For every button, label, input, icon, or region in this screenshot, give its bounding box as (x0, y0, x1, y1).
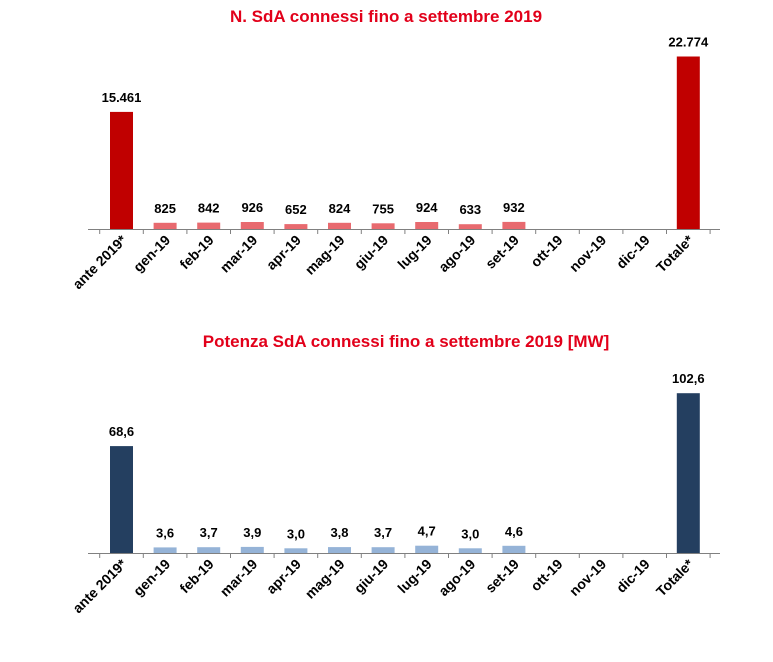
data-label: 842 (198, 201, 220, 216)
chart-connected-power: Potenza SdA connessi fino a settembre 20… (69, 332, 720, 616)
bar-gen-19 (153, 222, 177, 229)
bar-feb-19 (197, 222, 221, 229)
x-tick-label: ante 2019* (69, 231, 130, 292)
data-label: 825 (154, 201, 176, 216)
bar-feb-19 (197, 547, 221, 553)
data-label: 633 (459, 202, 481, 217)
x-tick-label: ott-19 (527, 232, 565, 270)
data-label: 3,8 (330, 525, 348, 540)
data-label: 3,9 (243, 525, 261, 540)
bar-lug-19 (415, 545, 439, 553)
x-tick-label: apr-19 (263, 232, 304, 273)
x-tick-label: dic-19 (613, 232, 653, 272)
data-label: 926 (241, 200, 263, 215)
data-label: 3,7 (200, 525, 218, 540)
bar-mag-19 (328, 222, 351, 229)
data-label: 3,0 (461, 526, 479, 541)
x-tick-label: mag-19 (302, 556, 348, 602)
x-tick-label: dic-19 (613, 556, 653, 596)
bar-mar-19 (240, 546, 264, 553)
data-label: 22.774 (668, 35, 709, 50)
x-tick-label: nov-19 (566, 232, 609, 275)
x-tick-label: mar-19 (217, 556, 261, 600)
chart-title: Potenza SdA connessi fino a settembre 20… (203, 332, 610, 351)
x-tick-label: apr-19 (263, 556, 304, 597)
data-label: 3,0 (287, 526, 305, 541)
bar-giu-19 (371, 547, 395, 553)
bar-ante-2019- (110, 446, 133, 553)
data-label: 652 (285, 202, 307, 217)
data-label: 3,6 (156, 525, 174, 540)
data-label: 4,6 (505, 524, 523, 539)
data-label: 755 (372, 201, 394, 216)
bar-apr-19 (284, 548, 308, 553)
x-tick-label: ante 2019* (69, 555, 130, 616)
bar-gen-19 (153, 547, 177, 553)
bar-lug-19 (415, 222, 439, 229)
x-tick-label: ago-19 (435, 556, 478, 599)
x-tick-label: mag-19 (302, 232, 348, 278)
data-label: 15.461 (102, 90, 142, 105)
data-label: 824 (329, 201, 351, 216)
bar-ago-19 (458, 548, 482, 553)
x-tick-label: nov-19 (566, 556, 609, 599)
x-tick-label: ott-19 (527, 556, 565, 594)
x-tick-label: giu-19 (351, 556, 392, 597)
data-label: 68,6 (109, 424, 134, 439)
chart-connected-systems-count: N. SdA connessi fino a settembre 2019 15… (69, 7, 720, 292)
x-tick-label: gen-19 (130, 556, 173, 599)
bar-giu-19 (371, 223, 395, 229)
x-tick-label: lug-19 (394, 232, 435, 273)
bar-mag-19 (328, 547, 351, 553)
data-label: 924 (416, 200, 438, 215)
bar-apr-19 (284, 224, 308, 229)
bar-ago-19 (458, 224, 482, 229)
x-tick-label: giu-19 (351, 232, 392, 273)
data-label: 932 (503, 200, 525, 215)
x-tick-label: feb-19 (176, 232, 217, 273)
x-tick-label: set-19 (482, 232, 522, 272)
x-tick-label: lug-19 (394, 556, 435, 597)
bar-totale- (676, 56, 700, 229)
bar-ante-2019- (110, 111, 133, 229)
x-tick-label: Totale* (653, 555, 697, 599)
chart-title: N. SdA connessi fino a settembre 2019 (230, 7, 542, 26)
x-tick-label: Totale* (653, 231, 697, 275)
x-tick-label: mar-19 (217, 232, 261, 276)
bar-set-19 (502, 221, 526, 229)
x-tick-label: gen-19 (130, 232, 173, 275)
x-tick-label: set-19 (482, 556, 522, 596)
bar-totale- (676, 393, 700, 553)
data-label: 4,7 (418, 524, 436, 539)
data-label: 3,7 (374, 525, 392, 540)
x-tick-label: ago-19 (435, 232, 478, 275)
bar-mar-19 (240, 222, 264, 229)
x-tick-label: feb-19 (176, 556, 217, 597)
data-label: 102,6 (672, 371, 705, 386)
bar-set-19 (502, 545, 526, 553)
